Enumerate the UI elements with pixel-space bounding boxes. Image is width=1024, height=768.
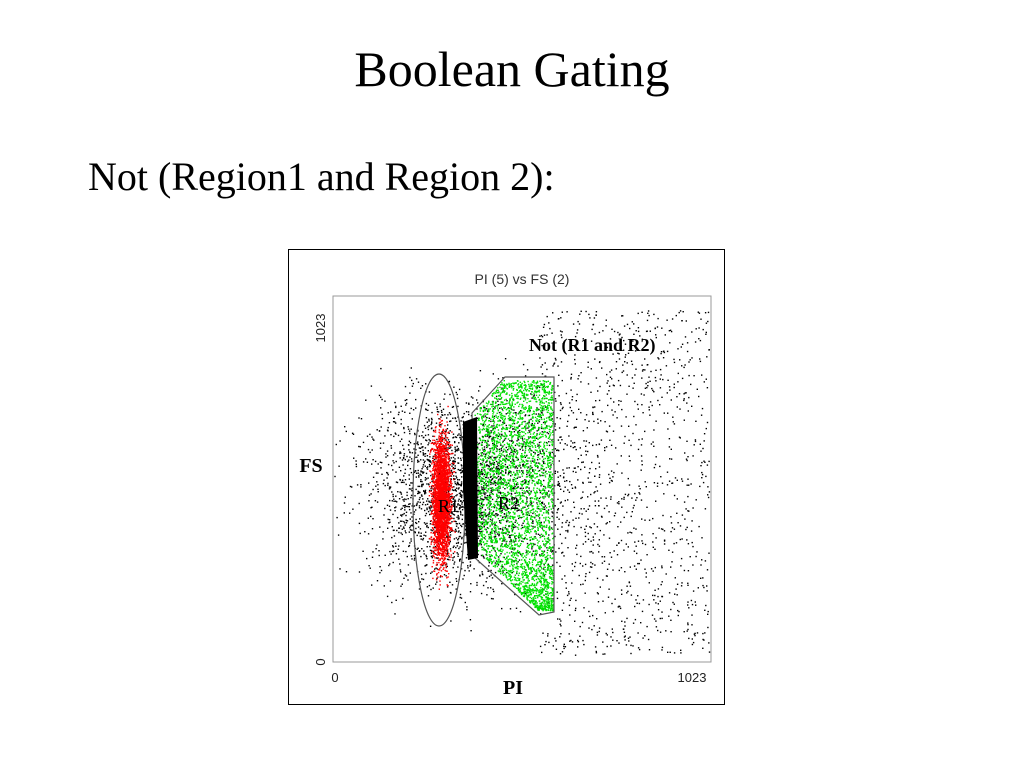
y-tick-min: 0 bbox=[313, 658, 328, 665]
flow-cytometry-figure: PI (5) vs FS (2) 1023 0 0 1023 FS PI R1 … bbox=[288, 249, 725, 705]
plot-title: PI (5) vs FS (2) bbox=[475, 271, 570, 287]
y-axis-label: FS bbox=[299, 455, 322, 477]
x-tick-max: 1023 bbox=[678, 670, 707, 685]
slide-subtitle: Not (Region1 and Region 2): bbox=[88, 154, 555, 199]
x-axis-label: PI bbox=[503, 677, 523, 699]
region1-label: R1 bbox=[438, 496, 459, 516]
scatter-plot: PI (5) vs FS (2) 1023 0 0 1023 FS PI R1 … bbox=[299, 271, 712, 699]
overlap-region bbox=[463, 417, 478, 560]
not-r1-and-r2-annotation: Not (R1 and R2) bbox=[529, 335, 656, 356]
y-tick-max: 1023 bbox=[313, 314, 328, 343]
x-tick-min: 0 bbox=[331, 670, 338, 685]
region2-label: R2 bbox=[498, 493, 519, 513]
slide-title: Boolean Gating bbox=[354, 41, 670, 97]
